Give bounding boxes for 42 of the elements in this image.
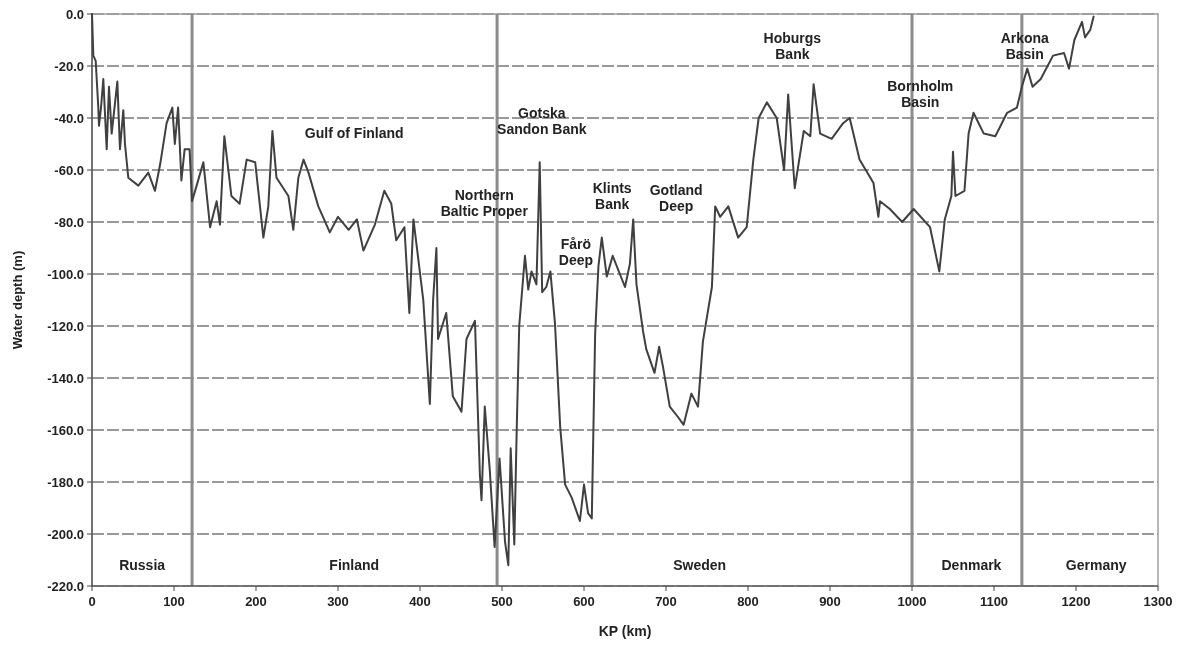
annotation: Arkona Basin <box>1000 30 1050 63</box>
annotation: Germany <box>1065 556 1127 573</box>
x-tick-label: 800 <box>737 594 759 609</box>
y-tick-label: -40.0 <box>54 110 84 126</box>
annotation: Gulf of Finland <box>304 124 404 141</box>
x-tick-label: 1200 <box>1061 594 1091 609</box>
y-tick-label: -120.0 <box>47 318 84 334</box>
annotation: Gotska Sandon Bank <box>497 104 587 137</box>
y-tick-label: -160.0 <box>47 422 84 438</box>
y-tick-label: -180.0 <box>47 474 84 490</box>
x-tick-label: 1000 <box>897 594 927 609</box>
annotation: Fårö Deep <box>558 235 594 268</box>
annotation: Bornholm Basin <box>887 78 954 111</box>
annotation: Gotland Deep <box>649 182 703 215</box>
annotation: Sweden <box>673 556 727 573</box>
y-tick-label: -80.0 <box>54 214 84 230</box>
x-tick-label: 0 <box>88 594 96 609</box>
annotation: Klints Bank <box>592 179 632 212</box>
x-tick-label: 500 <box>491 594 513 609</box>
y-axis-title: Water depth (m) <box>10 250 25 350</box>
y-tick-label: -200.0 <box>47 526 84 542</box>
x-tick-label: 300 <box>327 594 349 609</box>
x-axis-title: KP (km) <box>598 623 652 639</box>
x-tick-label: 900 <box>819 594 841 609</box>
y-tick-label: -60.0 <box>54 162 84 178</box>
x-tick-label: 600 <box>573 594 595 609</box>
x-tick-label: 1300 <box>1143 594 1173 609</box>
annotation: Northern Baltic Proper <box>440 186 529 219</box>
y-tick-label: -140.0 <box>47 370 84 386</box>
x-tick-label: 200 <box>245 594 267 609</box>
y-tick-label: -220.0 <box>47 578 84 594</box>
annotation: Russia <box>119 556 166 573</box>
x-tick-label: 700 <box>655 594 677 609</box>
annotation: Finland <box>329 556 380 573</box>
y-tick-label: -20.0 <box>54 58 84 74</box>
x-tick-label: 1100 <box>979 594 1009 609</box>
x-tick-label: 400 <box>409 594 431 609</box>
annotation: Hoburgs Bank <box>763 30 822 63</box>
x-tick-label: 100 <box>163 594 185 609</box>
y-tick-label: 0.0 <box>65 6 84 22</box>
y-tick-label: -100.0 <box>47 266 84 282</box>
annotation: Denmark <box>941 556 1002 573</box>
